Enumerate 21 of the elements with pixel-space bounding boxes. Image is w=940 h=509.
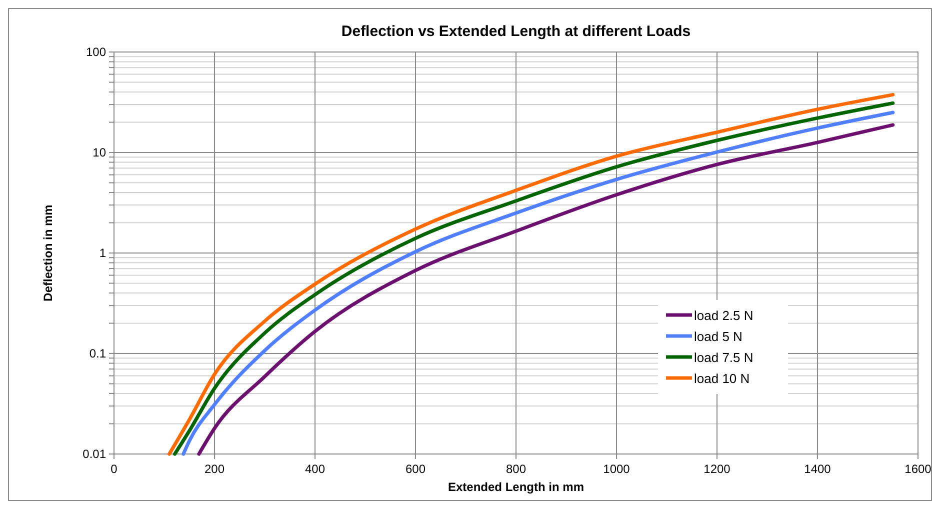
- legend-label: load 2.5 N: [694, 308, 754, 323]
- legend-label: load 7.5 N: [694, 350, 754, 365]
- y-axis-title: Deflection in mm: [41, 204, 55, 302]
- x-tick-label: 800: [506, 462, 526, 476]
- y-tick-label: 1: [99, 246, 106, 260]
- x-tick-label: 0: [110, 462, 118, 476]
- y-tick-label: 100: [86, 45, 106, 59]
- x-tick-label: 1600: [904, 462, 932, 476]
- x-tick-label: 400: [304, 462, 326, 476]
- x-tick-label: 1200: [704, 462, 731, 476]
- x-tick-label: 200: [204, 462, 225, 476]
- y-tick-label: 10: [92, 146, 106, 160]
- chart-title: Deflection vs Extended Length at different Loads: [341, 23, 691, 40]
- y-tick-label: 0.01: [82, 447, 106, 461]
- x-axis-title: Extended Length in mm: [448, 480, 584, 494]
- legend-label: load 10 N: [694, 371, 750, 386]
- y-tick-label: 0.1: [89, 346, 106, 360]
- legend-label: load 5 N: [694, 329, 742, 344]
- x-tick-label: 1400: [804, 462, 832, 476]
- x-tick-label: 600: [405, 462, 426, 476]
- x-tick-label: 1000: [603, 462, 630, 476]
